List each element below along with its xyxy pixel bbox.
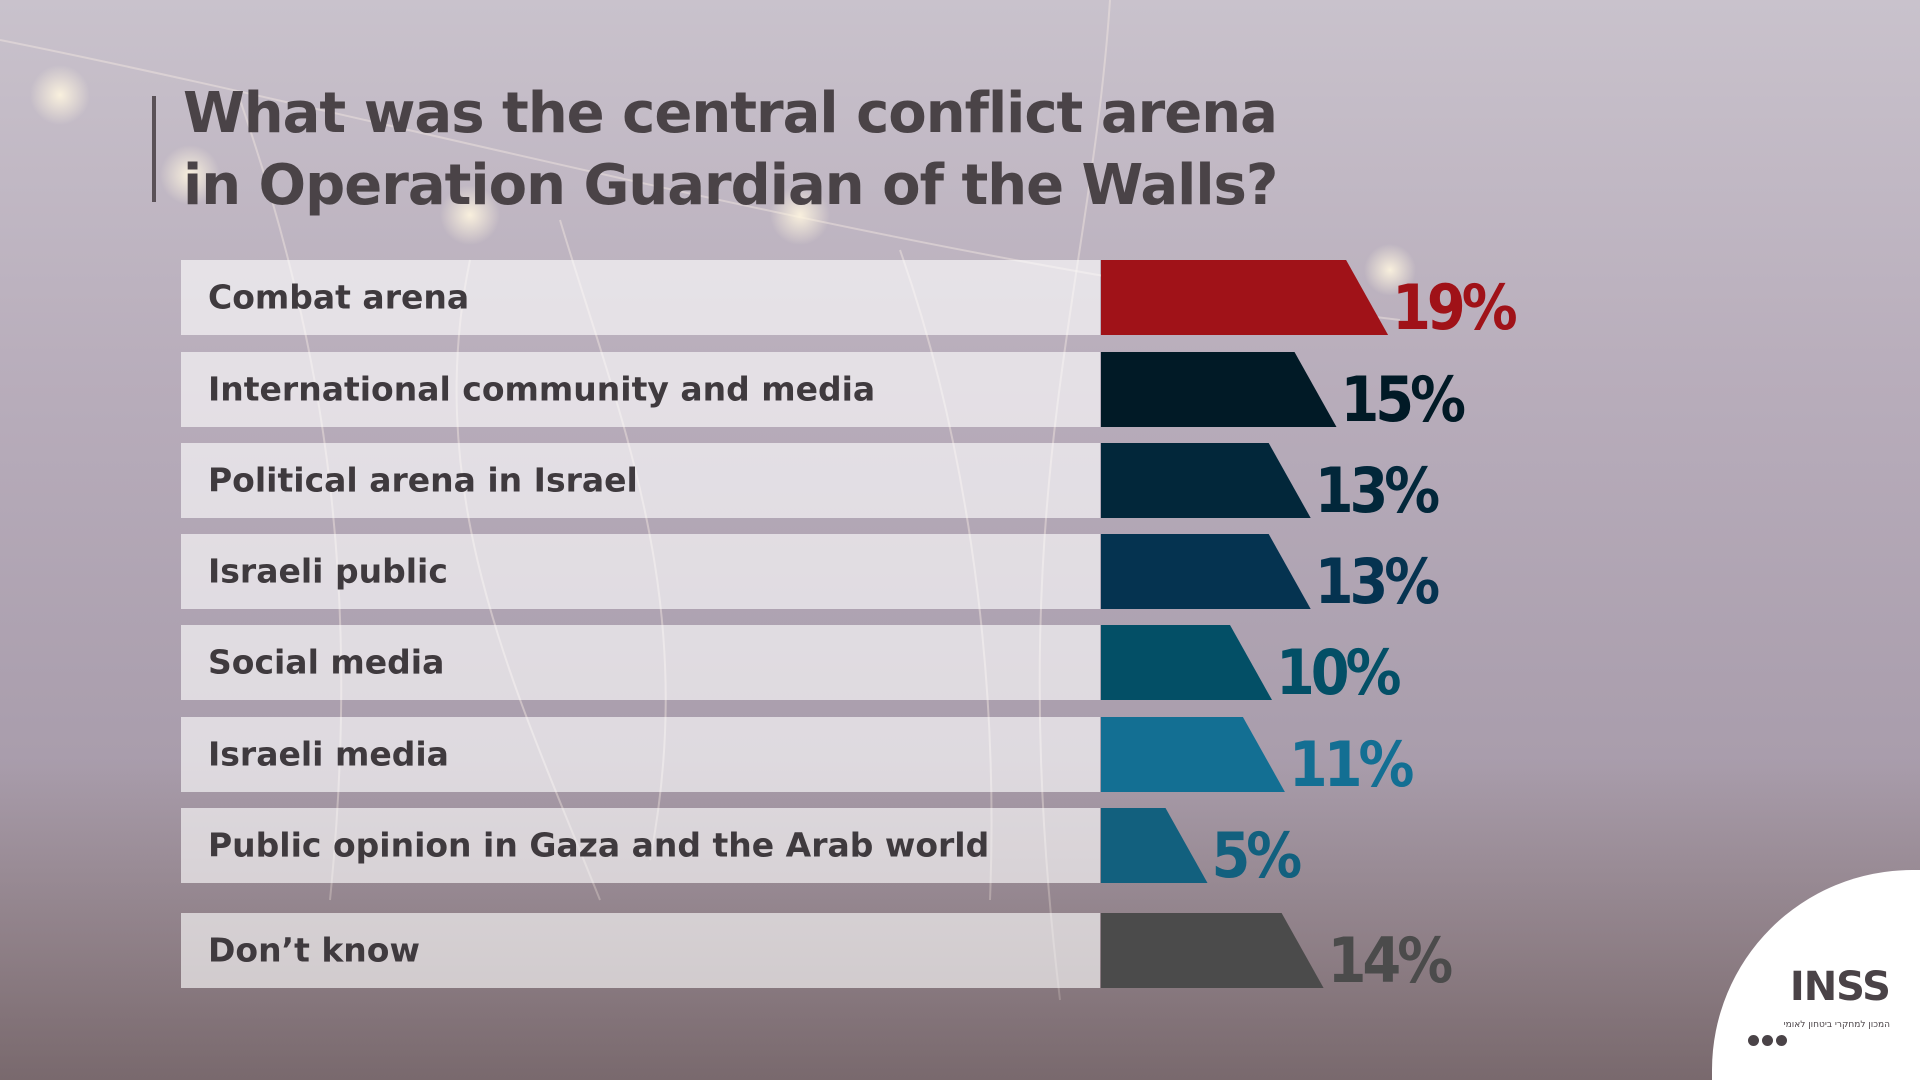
- bar: [1101, 443, 1311, 518]
- logo-dots-icon: [1748, 1031, 1790, 1050]
- category-label: Don’t know: [208, 931, 420, 970]
- bar: [1101, 717, 1285, 792]
- category-row-background: [181, 625, 1100, 700]
- category-label: Political arena in Israel: [208, 461, 638, 500]
- category-row-background: [181, 352, 1100, 427]
- value-label: 5%: [1212, 819, 1302, 892]
- bar: [1101, 534, 1311, 609]
- category-row-background: [181, 913, 1100, 988]
- value-label: 15%: [1341, 363, 1466, 436]
- category-row-background: [181, 443, 1100, 518]
- logo-subtitle: המכון למחקרי ביטחון לאומי: [1783, 1020, 1890, 1030]
- category-row-background: [181, 717, 1100, 792]
- category-row-background: [181, 260, 1100, 335]
- category-label: Combat arena: [208, 278, 469, 317]
- category-row-background: [181, 808, 1100, 883]
- chart-title-line-2: in Operation Guardian of the Walls?: [183, 153, 1278, 218]
- value-label: 19%: [1392, 271, 1517, 344]
- value-label: 13%: [1315, 545, 1440, 618]
- bar: [1101, 808, 1208, 883]
- bar: [1101, 913, 1324, 988]
- value-label: 11%: [1289, 728, 1414, 801]
- category-label: Israeli public: [208, 552, 448, 591]
- category-label: International community and media: [208, 370, 875, 409]
- category-label: Israeli media: [208, 735, 449, 774]
- category-row-background: [181, 534, 1100, 609]
- value-label: 13%: [1315, 454, 1440, 527]
- value-label: 14%: [1328, 924, 1453, 997]
- bar: [1101, 260, 1389, 335]
- logo-wordmark: INSS: [1789, 964, 1891, 1010]
- chart-title-line-1: What was the central conflict arena: [183, 81, 1278, 146]
- chart-title: What was the central conflict arena in O…: [183, 78, 1483, 222]
- category-label: Social media: [208, 643, 444, 682]
- bar: [1101, 625, 1272, 700]
- category-label: Public opinion in Gaza and the Arab worl…: [208, 826, 989, 865]
- value-label: 10%: [1276, 636, 1401, 709]
- bar: [1101, 352, 1337, 427]
- title-accent-bar: [152, 96, 156, 202]
